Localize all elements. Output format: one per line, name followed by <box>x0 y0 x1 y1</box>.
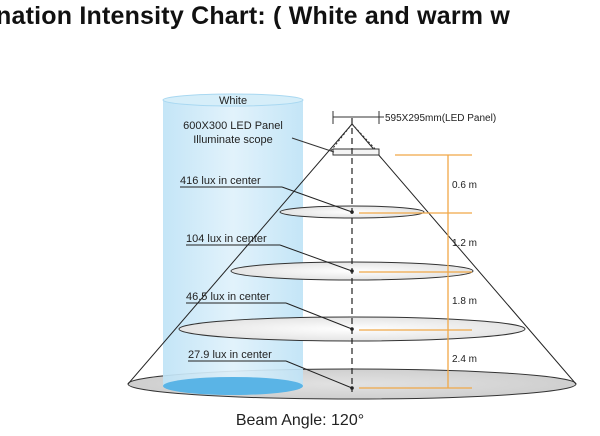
lux-label-2: 104 lux in center <box>186 233 267 245</box>
panel-dimension-bracket <box>332 111 384 124</box>
lux-level-4: 27.9 lux in center <box>188 349 353 389</box>
cone-right-edge <box>351 123 577 385</box>
orange-distance-guides <box>359 154 472 389</box>
panel-scope-label-line2: Illuminate scope <box>193 134 273 146</box>
distance-label-1: 0.6 m <box>452 180 477 191</box>
lux-label-4: 27.9 lux in center <box>188 349 272 361</box>
distance-label-3: 1.8 m <box>452 296 477 307</box>
lux-label-3: 46.5 lux in center <box>186 291 270 303</box>
white-column-label: White <box>219 95 247 107</box>
panel-scope-label-line1: 600X300 LED Panel <box>183 120 283 132</box>
panel-apex-lines <box>329 123 379 153</box>
distance-label-4: 2.4 m <box>452 354 477 365</box>
lux-label-1: 416 lux in center <box>180 175 261 187</box>
panel-scope-leader <box>291 137 335 153</box>
lux-level-3: 46.5 lux in center <box>186 291 353 330</box>
lux-level-1: 416 lux in center <box>180 175 353 213</box>
lux-level-2: 104 lux in center <box>186 233 353 272</box>
beam-angle-label: Beam Angle: 120° <box>235 412 365 429</box>
led-panel <box>332 148 380 156</box>
chart-title: nation Intensity Chart: ( White and warm… <box>0 2 510 30</box>
floor-light-pool <box>163 377 303 395</box>
panel-dimension-label: 595X295mm(LED Panel) <box>385 113 496 124</box>
cone-left-edge <box>127 123 353 385</box>
distance-label-2: 1.2 m <box>452 238 477 249</box>
